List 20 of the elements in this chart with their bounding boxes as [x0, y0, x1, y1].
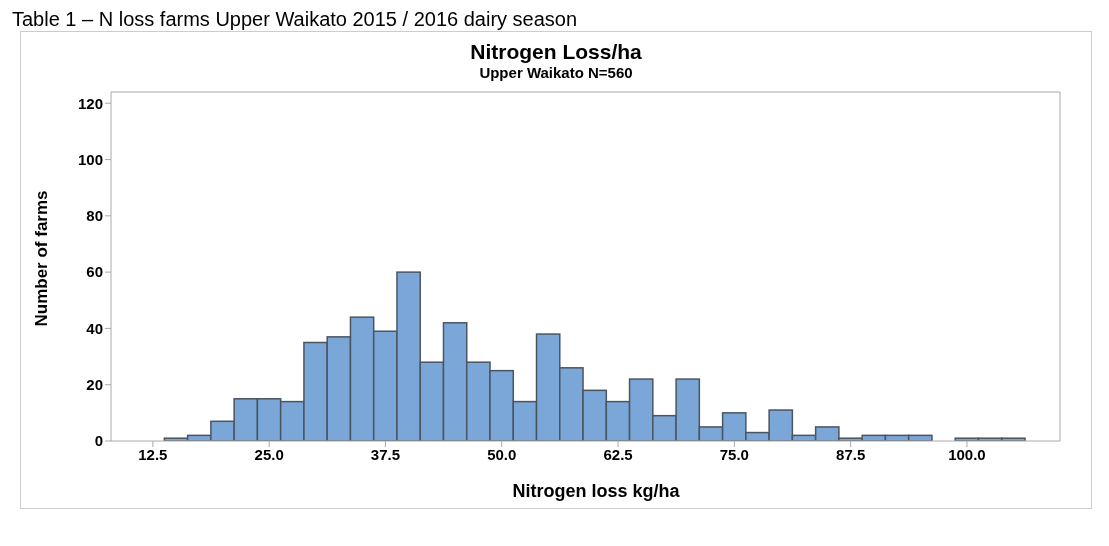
x-tick-label: 62.5: [603, 445, 633, 463]
y-tick-label: 0: [94, 432, 103, 450]
y-tick-label: 20: [86, 376, 103, 394]
y-tick-label: 40: [86, 319, 103, 337]
chart-subtitle: Upper Waikato N=560: [478, 64, 634, 81]
x-axis-title: Nitrogen loss kg/ha: [511, 481, 681, 502]
x-tick-label: 87.5: [836, 445, 866, 463]
x-tick-label: 12.5: [138, 445, 168, 463]
x-tick-label: 100.0: [948, 445, 986, 463]
x-tick-label: 75.0: [719, 445, 749, 463]
x-tick-label: 25.0: [254, 445, 284, 463]
y-tick-label: 120: [77, 94, 103, 112]
caption: Table 1 – N loss farms Upper Waikato 2015 / 2016 dairy season: [12, 8, 579, 31]
y-tick-label: 100: [77, 150, 103, 168]
x-tick-label: 50.0: [487, 445, 517, 463]
y-tick-label: 60: [86, 263, 103, 281]
x-tick-label: 37.5: [370, 445, 401, 463]
y-tick-label: 80: [86, 207, 103, 225]
chart-title: Nitrogen Loss/ha: [469, 40, 643, 64]
y-axis-title: Number of farms: [32, 190, 52, 327]
